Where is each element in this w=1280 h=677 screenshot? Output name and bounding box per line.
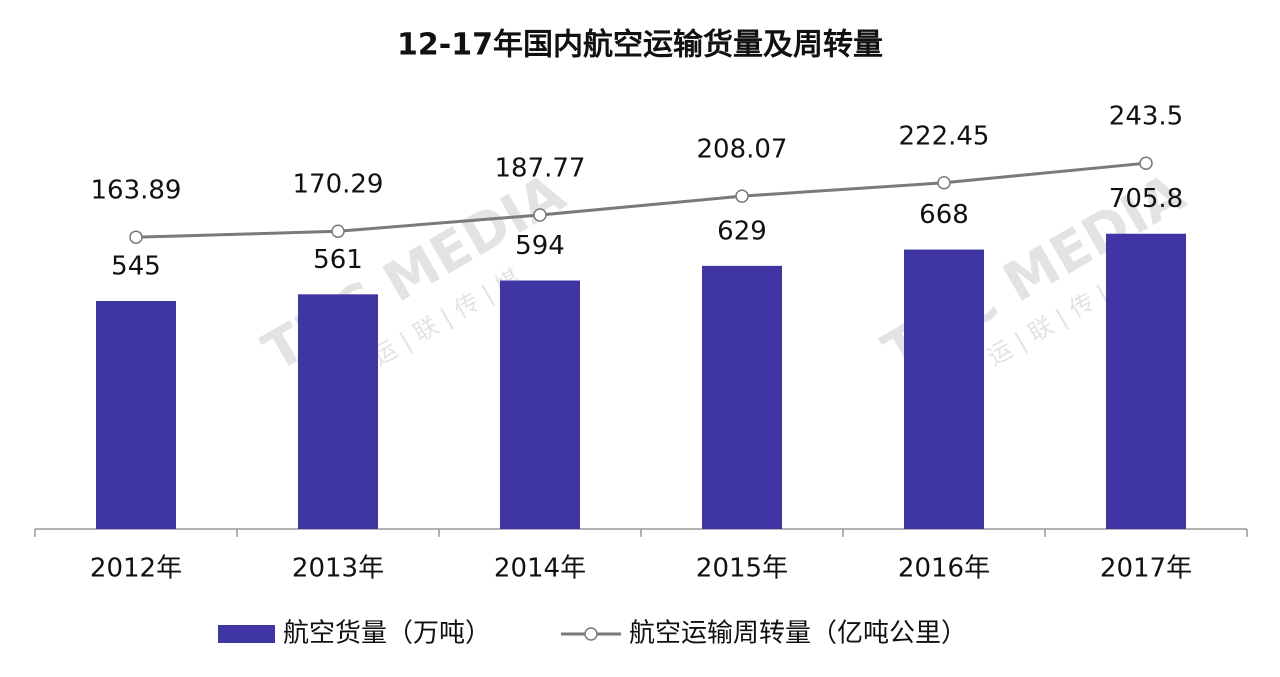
x-tick-label: 2013年 bbox=[292, 554, 384, 584]
line bbox=[135, 161, 1147, 239]
x-tick-label: 2014年 bbox=[494, 554, 586, 584]
bar-value-label: 705.8 bbox=[1109, 184, 1183, 214]
legend-label: 航空运输周转量（亿吨公里） bbox=[629, 619, 967, 649]
bar bbox=[702, 265, 782, 529]
line-marker bbox=[735, 189, 749, 203]
line-value-label: 222.45 bbox=[899, 121, 990, 151]
bar bbox=[96, 301, 176, 529]
line-value-label: 187.77 bbox=[495, 153, 586, 183]
legend-label: 航空货量（万吨） bbox=[283, 619, 491, 649]
line-marker bbox=[129, 230, 143, 244]
bar bbox=[500, 280, 580, 529]
x-tick-label: 2012年 bbox=[90, 554, 182, 584]
bar-value-label: 545 bbox=[111, 252, 161, 282]
x-tick-label: 2017年 bbox=[1100, 554, 1192, 584]
line-marker bbox=[533, 208, 547, 222]
bar-value-label: 668 bbox=[919, 200, 969, 230]
line-value-label: 163.89 bbox=[91, 176, 182, 206]
line-value-label: 208.07 bbox=[697, 135, 788, 165]
x-tick-label: 2015年 bbox=[696, 554, 788, 584]
chart-title: 12-17年国内航空运输货量及周转量 bbox=[397, 28, 883, 63]
line-marker bbox=[331, 224, 345, 238]
bar-value-label: 629 bbox=[717, 216, 767, 246]
line-value-label: 170.29 bbox=[293, 170, 384, 200]
bar-value-label: 561 bbox=[313, 245, 363, 275]
legend-marker bbox=[584, 627, 598, 641]
line-marker bbox=[937, 176, 951, 190]
line-value-label: 243.5 bbox=[1109, 102, 1183, 132]
bar bbox=[298, 294, 378, 529]
x-tick-label: 2016年 bbox=[898, 554, 990, 584]
bar-value-label: 594 bbox=[515, 231, 565, 261]
line-marker bbox=[1139, 156, 1153, 170]
legend-swatch bbox=[218, 625, 275, 643]
bar bbox=[1106, 233, 1186, 529]
bar bbox=[904, 249, 984, 529]
